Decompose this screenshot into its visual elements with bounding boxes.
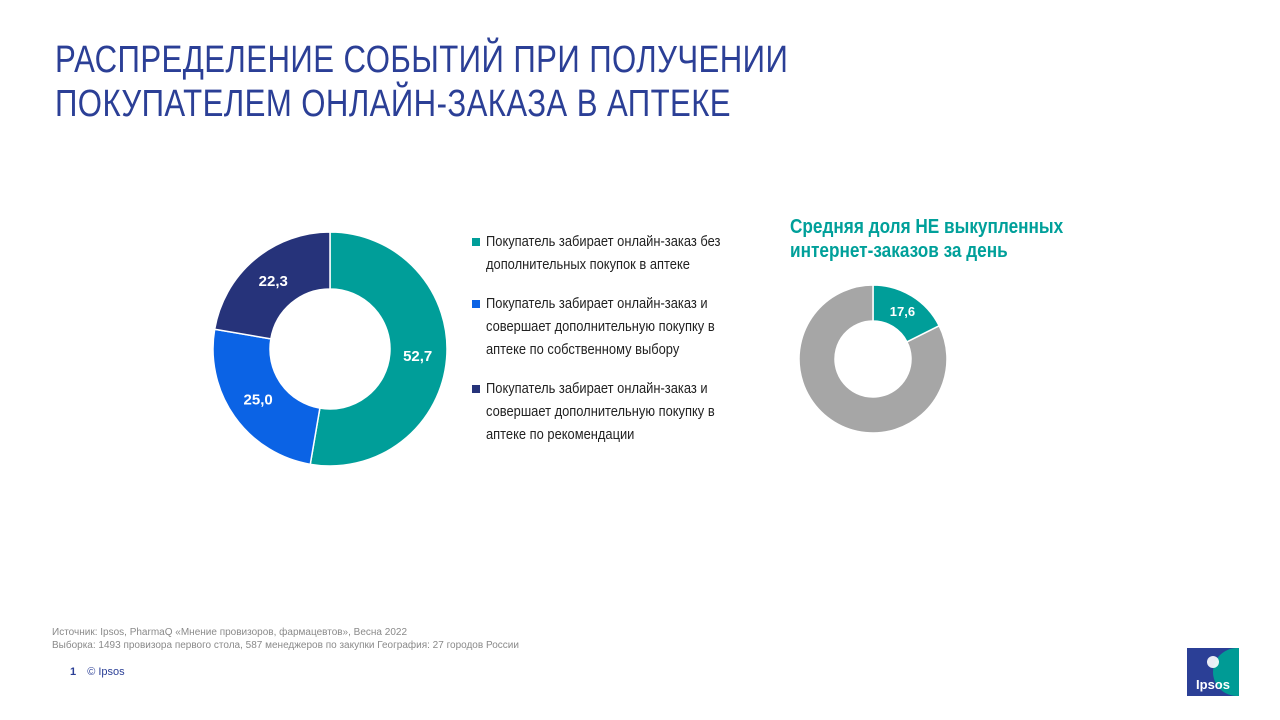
copyright: © Ipsos xyxy=(87,666,125,678)
legend-item-recommendation: Покупатель забирает онлайн-заказ и совер… xyxy=(470,377,760,446)
legend-text: Покупатель забирает онлайн-заказ и совер… xyxy=(486,377,770,446)
right-chart-title-line1: Средняя доля НЕ выкупленных xyxy=(790,216,1064,238)
legend-line: Покупатель забирает онлайн-заказ и xyxy=(486,295,708,312)
legend-line: Покупатель забирает онлайн-заказ без xyxy=(486,233,721,250)
legend-line: аптеке по рекомендации xyxy=(486,426,635,443)
logo-dot xyxy=(1207,656,1219,668)
legend-line: совершает дополнительную покупку в xyxy=(486,403,715,420)
data-label: 52,7 xyxy=(403,348,432,365)
legend-line: совершает дополнительную покупку в xyxy=(486,318,715,335)
chart-legend: Покупатель забирает онлайн-заказ без доп… xyxy=(470,230,760,446)
logo-text: Ipsos xyxy=(1196,677,1230,692)
legend-text: Покупатель забирает онлайн-заказ без доп… xyxy=(486,230,770,276)
donut-slice xyxy=(213,231,331,340)
page-title: РАСПРЕДЕЛЕНИЕ СОБЫТИЙ ПРИ ПОЛУЧЕНИИ ПОКУ… xyxy=(55,38,793,126)
data-label: 17,6 xyxy=(890,304,915,319)
right-chart-title-line2: интернет-заказов за день xyxy=(790,240,1008,262)
donut-slice xyxy=(309,231,448,467)
legend-item-no-extra: Покупатель забирает онлайн-заказ без доп… xyxy=(470,230,760,276)
legend-text: Покупатель забирает онлайн-заказ и совер… xyxy=(486,292,770,361)
footnote-sample: Выборка: 1493 провизора первого стола, 5… xyxy=(52,640,519,651)
ipsos-logo: Ipsos xyxy=(1187,648,1239,696)
legend-marker xyxy=(472,300,480,308)
footnote: Источник: Ipsos, PharmaQ «Мнение провизо… xyxy=(52,626,519,652)
legend-marker xyxy=(472,385,480,393)
legend-line: дополнительных покупок в аптеке xyxy=(486,256,690,273)
page-title-line2: ПОКУПАТЕЛЕМ ОНЛАЙН-ЗАКАЗА В АПТЕКЕ xyxy=(55,83,732,125)
legend-item-own-choice: Покупатель забирает онлайн-заказ и совер… xyxy=(470,292,760,361)
page-number: 1 xyxy=(70,666,77,678)
data-label: 22,3 xyxy=(259,273,288,290)
page-title-line1: РАСПРЕДЕЛЕНИЕ СОБЫТИЙ ПРИ ПОЛУЧЕНИИ xyxy=(55,39,789,81)
donut-chart-distribution: 52,7 25,0 22,3 xyxy=(212,231,448,467)
footer: 1 © Ipsos xyxy=(70,666,125,678)
legend-line: Покупатель забирает онлайн-заказ и xyxy=(486,380,708,397)
footnote-source: Источник: Ipsos, PharmaQ «Мнение провизо… xyxy=(52,627,408,638)
legend-line: аптеке по собственному выбору xyxy=(486,341,680,358)
legend-marker xyxy=(472,238,480,246)
right-chart-title: Средняя доля НЕ выкупленных интернет-зак… xyxy=(790,215,1074,263)
donut-slice xyxy=(798,284,948,434)
donut-chart-unredeemed: 17,6 xyxy=(798,284,948,434)
donut-slice xyxy=(212,328,321,466)
data-label: 25,0 xyxy=(244,391,273,408)
